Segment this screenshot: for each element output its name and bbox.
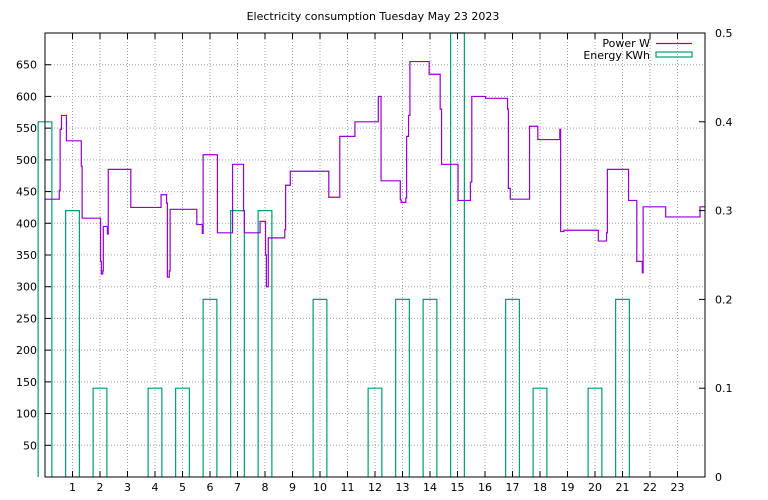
y-axis-right: 0 0.1 0.2 0.3 0.4 0.5 [699,27,733,484]
y-tick-label-right: 0.4 [715,116,733,129]
y-tick-label-right: 0.5 [715,27,733,40]
x-tick-label: 9 [289,481,296,494]
x-tick-label: 22 [643,481,657,494]
x-axis: 1 2 3 4 5 6 7 8 9 10 11 12 13 14 15 16 17 18 19 20 21 22 23 [69,33,685,494]
y-tick-label-left: 50 [23,439,37,452]
y-tick-label-right: 0.2 [715,293,733,306]
x-tick-label: 18 [533,481,547,494]
y-tick-label-left: 300 [16,281,37,294]
x-tick-label: 12 [368,481,382,494]
power-line [45,60,705,288]
y-axis-left: 50 100 150 200 250 300 350 400 450 500 550 600 650 [16,59,51,452]
energy-bar [65,210,80,477]
energy-bar [230,210,245,477]
energy-bar [367,387,383,477]
grid [45,33,705,477]
x-tick-label: 14 [423,481,437,494]
power-series [45,60,705,288]
x-tick-label: 5 [179,481,186,494]
y-tick-label-right: 0.1 [715,382,733,395]
energy-bar [395,298,410,477]
x-tick-label: 3 [124,481,131,494]
y-tick-label-left: 350 [16,249,37,262]
y-tick-label-left: 600 [16,90,37,103]
energy-bar [202,298,218,477]
energy-bar [312,298,328,477]
energy-bar [615,298,630,477]
energy-bar [587,387,603,477]
x-tick-label: 6 [207,481,214,494]
legend: Power W Energy KWh [583,37,693,62]
x-tick-label: 4 [152,481,159,494]
x-tick-label: 11 [341,481,355,494]
energy-bar [532,387,548,477]
x-tick-label: 10 [313,481,327,494]
x-tick-label: 23 [671,481,685,494]
y-tick-label-left: 500 [16,154,37,167]
energy-bar [422,298,438,477]
y-tick-label-left: 100 [16,408,37,421]
x-tick-label: 21 [616,481,630,494]
x-tick-label: 1 [69,481,76,494]
y-tick-label-left: 250 [16,312,37,325]
energy-bar [147,387,163,477]
x-tick-label: 15 [451,481,465,494]
legend-label-power: Power W [602,37,650,50]
energy-bar [505,298,520,477]
x-tick-label: 17 [506,481,520,494]
energy-bar [92,387,108,477]
x-tick-label: 7 [234,481,241,494]
y-tick-label-right: 0.3 [715,205,733,218]
x-tick-label: 8 [262,481,269,494]
y-tick-label-left: 400 [16,217,37,230]
x-tick-label: 13 [396,481,410,494]
energy-bar [257,210,273,477]
x-tick-label: 20 [588,481,602,494]
y-tick-label-left: 650 [16,59,37,72]
x-tick-label: 19 [561,481,575,494]
legend-label-energy: Energy KWh [583,49,650,62]
chart-title: Electricity consumption Tuesday May 23 2… [247,10,500,23]
legend-swatch-energy [655,51,693,58]
x-tick-label: 16 [478,481,492,494]
y-tick-label-left: 200 [16,344,37,357]
y-tick-label-left: 450 [16,186,37,199]
x-tick-label: 2 [97,481,104,494]
y-tick-label-right: 0 [715,471,722,484]
y-tick-label-left: 550 [16,122,37,135]
energy-bar [175,387,190,477]
y-tick-label-left: 150 [16,376,37,389]
